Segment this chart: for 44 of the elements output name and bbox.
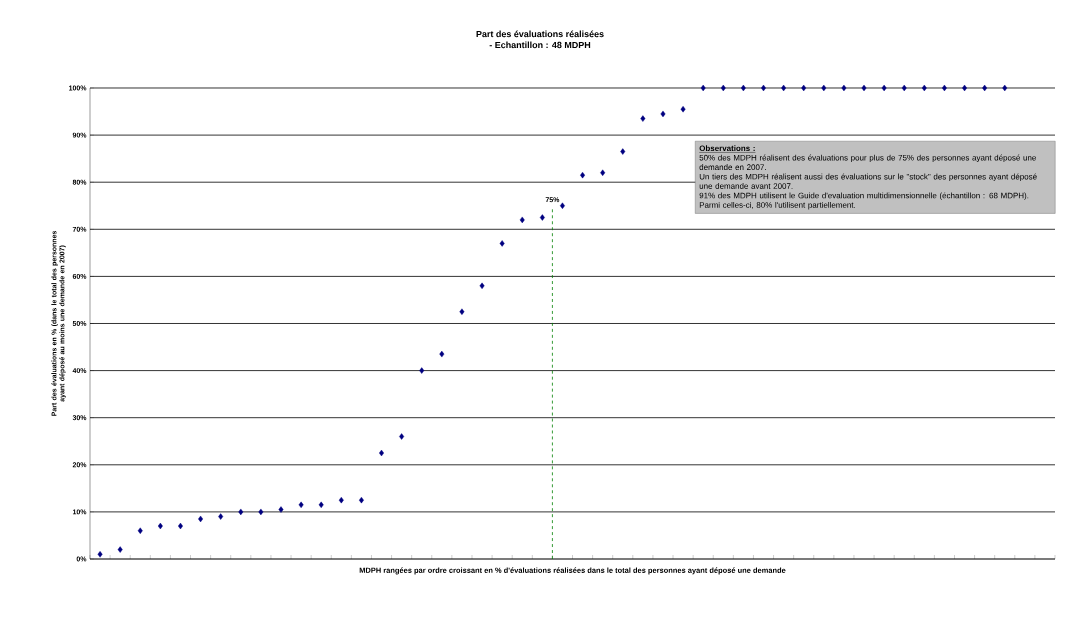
point xyxy=(519,216,525,224)
point xyxy=(539,214,545,221)
chart-title: Part des évaluations réalisées xyxy=(476,30,604,38)
point xyxy=(97,551,103,558)
point xyxy=(700,84,706,92)
point xyxy=(982,84,988,92)
point xyxy=(560,202,565,209)
point xyxy=(399,433,405,440)
point xyxy=(459,308,465,315)
point xyxy=(338,496,344,504)
point xyxy=(740,84,746,92)
point xyxy=(781,84,787,92)
point xyxy=(358,496,364,504)
point xyxy=(620,148,626,155)
point xyxy=(157,522,163,530)
point xyxy=(841,84,847,92)
point xyxy=(680,105,686,113)
point xyxy=(258,508,264,516)
point xyxy=(238,508,244,516)
point xyxy=(198,515,204,523)
point xyxy=(419,367,425,374)
point xyxy=(600,169,606,176)
point xyxy=(720,84,726,92)
point xyxy=(941,84,947,92)
point xyxy=(640,115,646,122)
point xyxy=(1002,84,1008,92)
point xyxy=(278,506,284,513)
chart-subtitle: - Echantillon : 48 MDPH xyxy=(489,41,591,49)
point xyxy=(318,501,324,509)
point xyxy=(801,84,807,92)
point xyxy=(117,546,123,553)
point xyxy=(660,110,666,118)
point xyxy=(439,350,445,358)
point xyxy=(921,84,927,92)
point xyxy=(298,501,304,509)
point xyxy=(881,84,887,92)
point xyxy=(479,282,485,290)
point xyxy=(580,171,586,179)
point xyxy=(137,527,143,534)
point xyxy=(821,84,827,92)
point xyxy=(218,513,224,520)
point xyxy=(499,240,505,247)
point xyxy=(861,84,867,92)
point xyxy=(901,84,907,92)
